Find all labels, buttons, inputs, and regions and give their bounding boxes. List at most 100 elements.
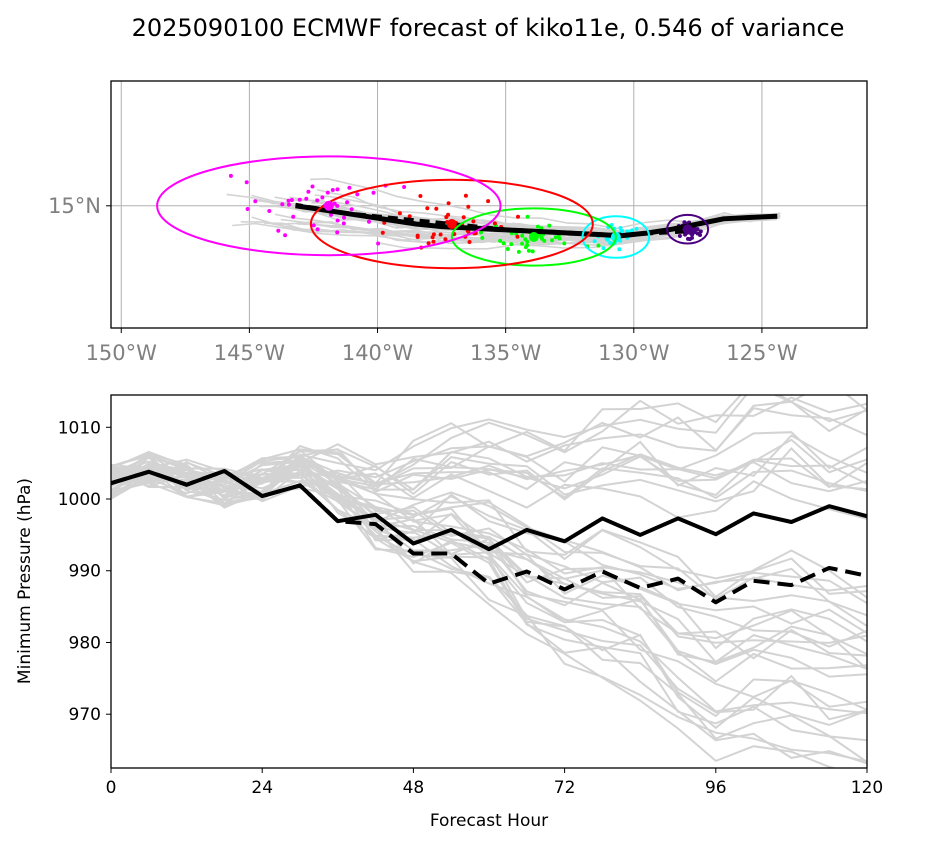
- map-x-tick-label: 135°W: [470, 341, 542, 365]
- map-ensemble-position: [276, 228, 281, 233]
- pressure-ensemble-line: [111, 453, 867, 501]
- map-ensemble-position: [367, 219, 371, 224]
- map-ensemble-position: [280, 202, 285, 207]
- map-ensemble-position: [562, 241, 567, 246]
- track-map-panel: 150°W 145°W 140°W 135°W 130°W 125°W 15°N: [48, 80, 868, 365]
- pressure-dashed-series: [111, 469, 867, 605]
- pressure-ensemble-line: [111, 464, 867, 678]
- pressure-x-tick-label: 72: [554, 778, 576, 798]
- map-ensemble-position: [245, 207, 250, 211]
- map-ensemble-position: [525, 214, 530, 219]
- map-ensemble-position: [320, 195, 325, 200]
- map-ensemble-position: [677, 234, 682, 238]
- map-ensemble-position: [698, 229, 703, 234]
- map-ensemble-position: [430, 235, 435, 240]
- y-axis-label: Minimum Pressure (hPa): [15, 478, 35, 684]
- pressure-ensemble-line: [111, 466, 867, 617]
- map-ensemble-position: [523, 245, 528, 250]
- map-x-tick-label: 140°W: [342, 341, 414, 365]
- map-ensemble-position: [618, 226, 623, 230]
- map-ensemble-position: [471, 219, 476, 224]
- pressure-x-tick-label: 48: [403, 778, 425, 798]
- pressure-series: [111, 469, 867, 605]
- map-ensemble-position: [553, 235, 558, 240]
- map-grid: [111, 81, 867, 328]
- pressure-ensemble-lines: [111, 395, 867, 768]
- map-ensemble-position: [467, 240, 472, 244]
- map-ensemble-position: [446, 201, 451, 206]
- map-ensemble-position: [310, 184, 315, 189]
- map-ensemble-position: [267, 209, 272, 213]
- map-ellipse-center: [528, 232, 539, 242]
- map-ensemble-position: [492, 221, 497, 226]
- map-ensemble-position: [315, 198, 320, 203]
- map-ensemble-position: [480, 235, 485, 240]
- map-ensemble-position: [509, 242, 514, 247]
- map-ensemble-position: [335, 203, 340, 208]
- map-ensemble-position: [407, 214, 412, 219]
- map-ensemble-position: [516, 214, 520, 219]
- map-ensemble-position: [306, 189, 311, 194]
- map-ensemble-position: [286, 198, 291, 203]
- pressure-y-tick-label: 970: [69, 705, 101, 725]
- map-ensemble-position: [498, 238, 503, 243]
- map-ensemble-position: [557, 236, 562, 241]
- map-ensemble-position: [253, 199, 258, 204]
- map-ensemble-position: [397, 211, 402, 216]
- map-axes-frame: [110, 80, 868, 329]
- pressure-ensemble-line: [111, 458, 867, 683]
- pressure-x-tick-label: 0: [106, 778, 117, 798]
- map-ensemble-position: [592, 239, 597, 244]
- map-ensemble-position: [515, 234, 520, 239]
- map-ensemble-position: [547, 223, 552, 228]
- pressure-x-tick-label: 24: [251, 778, 273, 798]
- map-ensemble-position: [345, 200, 350, 205]
- x-axis-label: Forecast Hour: [430, 811, 548, 831]
- pressure-x-tick-label: 96: [705, 778, 727, 798]
- map-ensemble-position: [438, 232, 443, 237]
- map-uncertainty-ellipse: [581, 215, 651, 259]
- map-ensemble-position: [486, 199, 491, 204]
- map-ensemble-position: [402, 185, 407, 189]
- pressure-x-tick-label: 120: [851, 778, 883, 798]
- map-ensemble-position: [526, 248, 531, 253]
- map-ensemble-position: [634, 226, 639, 231]
- pressure-ensemble-line: [111, 452, 867, 763]
- map-ensemble-position: [304, 196, 309, 201]
- pressure-y-tick-label: 1000: [58, 490, 101, 510]
- map-ensemble-position: [342, 215, 346, 220]
- map-ensemble-position: [501, 241, 506, 246]
- pressure-ensemble-line: [111, 465, 867, 635]
- map-ensemble-position: [297, 197, 302, 202]
- map-ensemble-position: [520, 233, 525, 238]
- map-x-tick-label: 145°W: [214, 341, 286, 365]
- map-ensemble-position: [608, 240, 613, 245]
- map-uncertainty-ellipses: [156, 155, 710, 270]
- figure-title: 2025090100 ECMWF forecast of kiko11e, 0.…: [132, 14, 845, 42]
- map-x-tick-label: 130°W: [598, 341, 670, 365]
- map-ensemble-position: [601, 246, 606, 251]
- map-ensemble-position: [291, 214, 296, 219]
- map-uncertainty-ellipse: [666, 213, 710, 245]
- pressure-ensemble-line: [111, 456, 867, 627]
- map-y-tick-label: 15°N: [48, 194, 101, 218]
- map-ensemble-position: [355, 192, 360, 197]
- map-uncertainty-ellipse: [156, 155, 502, 257]
- map-ensemble-track: [376, 214, 779, 250]
- map-ensemble-position: [341, 221, 346, 226]
- pressure-axes-frame: [110, 394, 868, 769]
- map-axis-ticks: 150°W 145°W 140°W 135°W 130°W 125°W 15°N: [48, 194, 798, 365]
- map-ensemble-position: [325, 190, 330, 195]
- map-ensemble-position: [693, 227, 698, 232]
- map-ensemble-tracks: [226, 177, 781, 250]
- map-ensemble-position: [434, 206, 439, 211]
- map-ensemble-position: [466, 204, 471, 209]
- map-ensemble-position: [443, 237, 448, 242]
- map-ensemble-position: [311, 223, 316, 228]
- map-ensemble-position: [283, 233, 288, 238]
- map-ensemble-position: [505, 247, 510, 251]
- map-ensemble-position: [516, 249, 521, 254]
- map-ensemble-position: [228, 173, 233, 178]
- map-ensemble-position: [332, 201, 337, 206]
